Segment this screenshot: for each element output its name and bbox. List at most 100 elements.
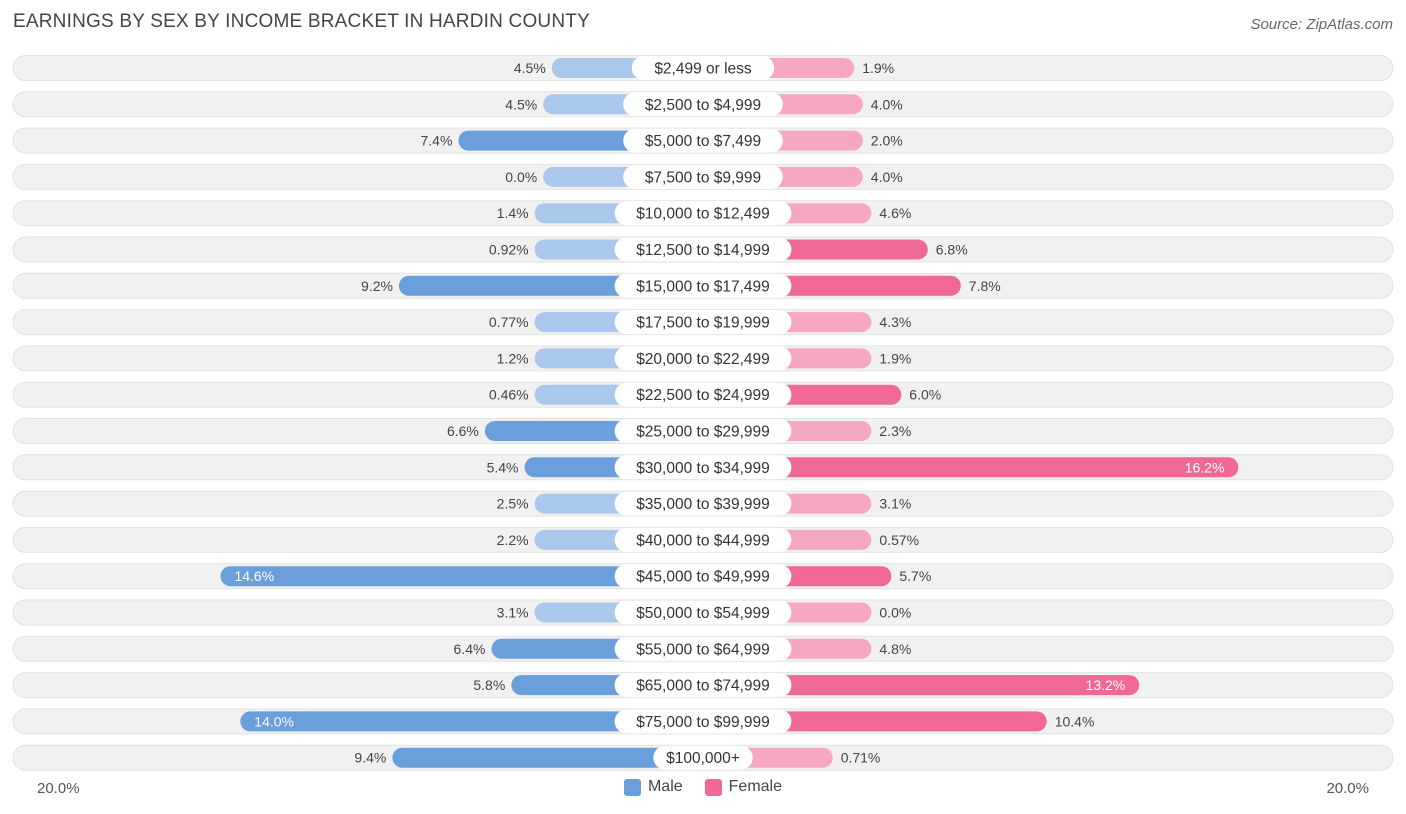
category-pill [623,92,783,117]
category-label: $17,500 to $19,999 [636,315,770,332]
category-label: $7,500 to $9,999 [645,169,761,186]
legend: Male Female [0,778,1406,796]
chart-row: $12,500 to $14,999 0.92% 6.8% [12,236,1394,263]
bar-female [703,675,1140,696]
bar-male [392,747,703,768]
category-label: $5,000 to $7,499 [645,133,761,150]
category-label: $55,000 to $64,999 [636,641,770,658]
category-pill [614,673,792,698]
category-pill [653,745,753,770]
category-label: $65,000 to $74,999 [636,678,770,695]
chart-row: $50,000 to $54,999 3.1% 0.0% [12,599,1394,626]
value-label-female: 6.0% [909,387,941,403]
bar-female [703,457,1239,478]
category-pill [631,56,775,80]
bar-male [220,566,703,587]
chart-row: $5,000 to $7,499 7.4% 2.0% [12,127,1394,154]
value-label-female: 5.7% [899,568,931,584]
category-label: $45,000 to $49,999 [636,569,770,586]
value-label-female: 0.57% [879,532,919,548]
value-label-male: 7.4% [421,133,453,149]
chart-row: $35,000 to $39,999 2.5% 3.1% [12,490,1394,517]
axis-label-left: 20.0% [37,780,80,797]
value-label-male: 5.4% [487,459,519,475]
category-label: $2,500 to $4,999 [645,97,761,114]
legend-swatch-male [623,778,641,796]
chart-row: $20,000 to $22,499 1.2% 1.9% [12,345,1394,372]
category-pill [614,310,792,335]
value-label-female: 0.71% [841,750,881,766]
chart-row: $100,000+ 9.4% 0.71% [12,744,1394,771]
source-note: Source: ZipAtlas.com [1250,16,1393,33]
category-label: $10,000 to $12,499 [636,206,770,223]
category-pill [614,564,792,589]
value-label-female: 4.0% [871,96,903,112]
category-label: $40,000 to $44,999 [636,532,770,549]
value-label-male: 14.6% [234,568,274,584]
value-label-male: 0.77% [489,314,529,330]
value-label-male: 14.0% [254,713,294,729]
chart-row: $75,000 to $99,999 14.0% 10.4% [12,708,1394,735]
value-label-male: 6.6% [447,423,479,439]
chart-row: $45,000 to $49,999 14.6% 5.7% [12,563,1394,590]
chart-row: $40,000 to $44,999 2.2% 0.57% [12,526,1394,553]
value-label-male: 4.5% [505,96,537,112]
value-label-female: 6.8% [936,242,968,258]
value-label-male: 0.92% [489,242,529,258]
bar-male [240,711,704,732]
value-label-female: 2.0% [871,133,903,149]
value-label-female: 4.8% [879,641,911,657]
category-label: $30,000 to $34,999 [636,460,770,477]
value-label-female: 1.9% [862,60,894,76]
value-label-female: 7.8% [969,278,1001,294]
value-label-male: 1.2% [497,350,529,366]
value-label-female: 10.4% [1055,713,1095,729]
value-label-female: 2.3% [879,423,911,439]
axis-label-right: 20.0% [1326,780,1369,797]
category-pill [614,600,792,625]
category-pill [614,491,792,516]
value-label-male: 6.4% [454,641,486,657]
value-label-male: 2.5% [497,496,529,512]
chart-row: $2,500 to $4,999 4.5% 4.0% [12,91,1394,118]
value-label-male: 3.1% [497,605,529,621]
value-label-male: 0.46% [489,387,529,403]
legend-item-male[interactable]: Male [623,778,683,796]
legend-label-male: Male [647,778,683,795]
category-label: $20,000 to $22,499 [636,351,770,368]
legend-swatch-female [704,778,722,796]
category-label: $2,499 or less [654,61,752,78]
value-label-male: 5.8% [473,677,505,693]
category-label: $100,000+ [666,750,740,767]
category-pill [614,527,792,552]
value-label-female: 13.2% [1086,677,1126,693]
value-label-male: 9.4% [354,750,386,766]
chart-row: $55,000 to $64,999 6.4% 4.8% [12,635,1394,662]
chart-row: $25,000 to $29,999 6.6% 2.3% [12,418,1394,444]
value-label-female: 4.3% [879,314,911,330]
category-pill [614,636,792,661]
chart-row: $15,000 to $17,499 9.2% 7.8% [12,272,1394,299]
category-label: $15,000 to $17,499 [636,278,770,295]
value-label-female: 4.6% [879,205,911,221]
category-label: $35,000 to $39,999 [636,496,770,513]
chart-row: $17,500 to $19,999 0.77% 4.3% [12,309,1394,336]
chart-row: $10,000 to $12,499 1.4% 4.6% [12,200,1394,227]
category-pill [614,709,792,734]
legend-item-female[interactable]: Female [704,778,782,796]
value-label-female: 4.0% [871,169,903,185]
chart-row: $2,499 or less 4.5% 1.9% [12,55,1394,81]
value-label-female: 0.0% [879,605,911,621]
category-label: $22,500 to $24,999 [636,387,770,404]
category-label: $50,000 to $54,999 [636,605,770,622]
category-pill [623,128,783,153]
category-pill [614,273,792,298]
value-label-male: 2.2% [497,532,529,548]
category-pill [614,201,792,226]
bar-chart: $2,499 or less 4.5% 1.9% $2,500 to $4,999 4.… [12,55,1394,771]
value-label-male: 9.2% [361,278,393,294]
chart-row: $22,500 to $24,999 0.46% 6.0% [12,381,1394,408]
category-pill [614,382,792,407]
category-label: $25,000 to $29,999 [636,424,770,441]
category-label: $12,500 to $14,999 [636,242,770,259]
